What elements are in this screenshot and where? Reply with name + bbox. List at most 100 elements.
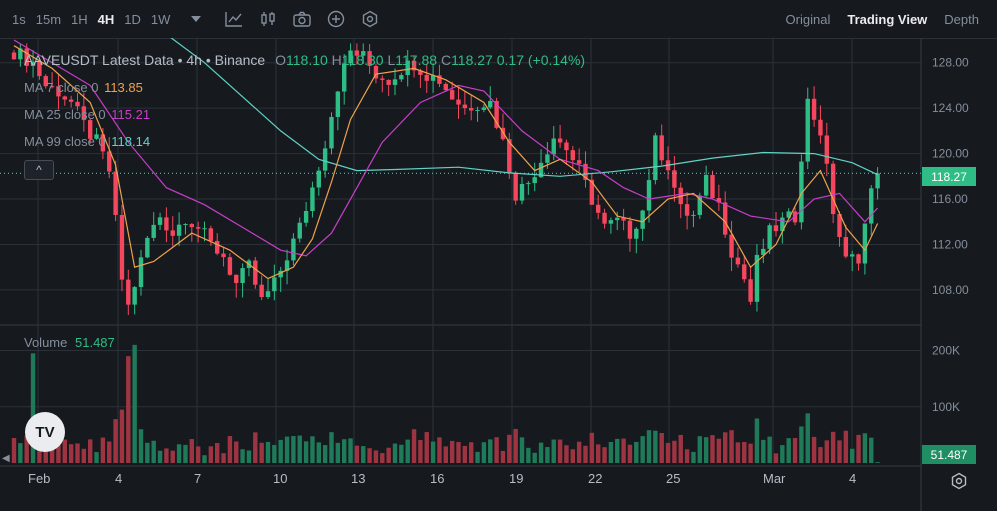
scroll-left-icon[interactable]: ◀ — [2, 453, 10, 464]
time-tick-label: 10 — [273, 471, 287, 486]
candle-body — [335, 91, 341, 117]
volume-bar — [640, 436, 645, 463]
candle-body — [805, 98, 810, 162]
candle-body — [494, 100, 499, 128]
volume-bar — [672, 440, 677, 463]
indicator-icon[interactable] — [224, 9, 244, 29]
volume-bar — [30, 353, 36, 463]
volume-bar — [113, 419, 118, 463]
candle-body — [551, 138, 556, 155]
candle-body — [570, 150, 575, 161]
candle-body — [373, 65, 379, 79]
candle-body — [475, 109, 480, 111]
time-tick-label: 7 — [194, 471, 201, 486]
plus-circle-icon[interactable] — [326, 9, 346, 29]
camera-icon[interactable] — [292, 9, 312, 29]
time-tick-label: Mar — [763, 471, 786, 486]
candle-body — [837, 214, 842, 238]
candle-body — [386, 79, 391, 85]
volume-bar — [94, 452, 99, 463]
candle-body — [576, 160, 582, 164]
volume-bar — [818, 447, 823, 463]
price-tick-label: 112.00 — [932, 237, 968, 251]
candle-body — [100, 134, 106, 152]
volume-bar — [367, 448, 372, 463]
tradingview-logo[interactable]: TV — [25, 412, 65, 452]
timeframe-4h[interactable]: 4H — [97, 11, 115, 27]
chart-area[interactable]: 128.00 124.00 120.00 116.00 112.00 108.00 200K… — [0, 38, 997, 511]
timeframe-1d[interactable]: 1D — [124, 11, 141, 27]
volume-bar — [723, 432, 728, 463]
timeframe-1h[interactable]: 1H — [71, 11, 88, 27]
volume-bar — [170, 450, 175, 463]
volume-bar — [107, 441, 112, 463]
timeframe-15m[interactable]: 15m — [35, 11, 62, 27]
candle-body — [303, 211, 309, 223]
settings-circle-icon[interactable] — [360, 9, 380, 29]
volume-bar — [138, 429, 144, 463]
candle-body — [691, 214, 696, 216]
volume-bar — [373, 450, 379, 463]
candle-body — [583, 163, 588, 180]
volume-bar — [253, 432, 258, 463]
volume-bar — [716, 438, 722, 463]
candle-body — [380, 78, 385, 80]
volume-bar — [202, 455, 207, 463]
volume-bar — [246, 450, 252, 463]
volume-bar — [88, 439, 93, 463]
volume-bar — [761, 439, 766, 463]
volume-bar — [81, 448, 87, 463]
volume-bar — [68, 444, 74, 463]
candle-body — [113, 171, 118, 215]
candle-body — [227, 257, 233, 275]
chevron-down-icon[interactable] — [186, 9, 206, 29]
candle-body — [856, 254, 861, 264]
candle-body — [519, 183, 525, 201]
volume-bar — [322, 445, 328, 463]
volume-bar — [392, 443, 398, 463]
candle-body — [424, 74, 429, 81]
volume-bar — [303, 441, 309, 463]
volume-bar — [500, 450, 506, 463]
candle-body — [526, 183, 531, 185]
collapse-legend-button[interactable]: ^ — [24, 160, 54, 180]
volume-bar — [469, 442, 474, 463]
candle-body — [627, 220, 633, 239]
tab-original[interactable]: Original — [785, 11, 831, 27]
candle-body — [234, 274, 239, 284]
volume-bar — [221, 453, 226, 463]
volume-bar — [519, 437, 525, 463]
candle-body — [697, 195, 702, 215]
high-label: H — [331, 52, 342, 68]
symbol-title: AAVEUSDT Latest Data — [24, 52, 174, 68]
candle-body — [183, 224, 188, 226]
change-percent: (+0.14%) — [527, 52, 586, 68]
volume-bar — [291, 436, 296, 463]
candle-body — [703, 174, 709, 196]
volume-bar — [411, 429, 417, 463]
candle-body — [545, 154, 550, 163]
volume-bar — [418, 440, 423, 463]
ma99-value: 118.14 — [111, 134, 151, 149]
chart-settings-button[interactable] — [948, 470, 970, 492]
candle-body — [297, 222, 302, 239]
tab-trading-view[interactable]: Trading View — [847, 11, 928, 27]
candle-body — [278, 270, 283, 278]
chart-type-icon[interactable] — [258, 9, 278, 29]
volume-bar — [684, 449, 690, 463]
volume-bar — [329, 432, 334, 463]
timeframe-1s[interactable]: 1s — [12, 11, 26, 27]
volume-bar — [272, 444, 277, 463]
candlestick-chart[interactable]: 128.00 124.00 120.00 116.00 112.00 108.00 200K… — [0, 38, 997, 511]
volume-bar — [56, 440, 61, 463]
candle-body — [208, 228, 214, 241]
candle-body — [780, 217, 785, 232]
volume-bar — [310, 436, 315, 463]
candle-body — [748, 279, 753, 302]
timeframe-1w[interactable]: 1W — [150, 11, 171, 27]
legend-separator: • — [205, 52, 211, 68]
candle-body — [621, 217, 626, 221]
tab-depth[interactable]: Depth — [944, 11, 979, 27]
close-value: 118.27 — [451, 52, 493, 68]
candle-body — [646, 180, 652, 211]
